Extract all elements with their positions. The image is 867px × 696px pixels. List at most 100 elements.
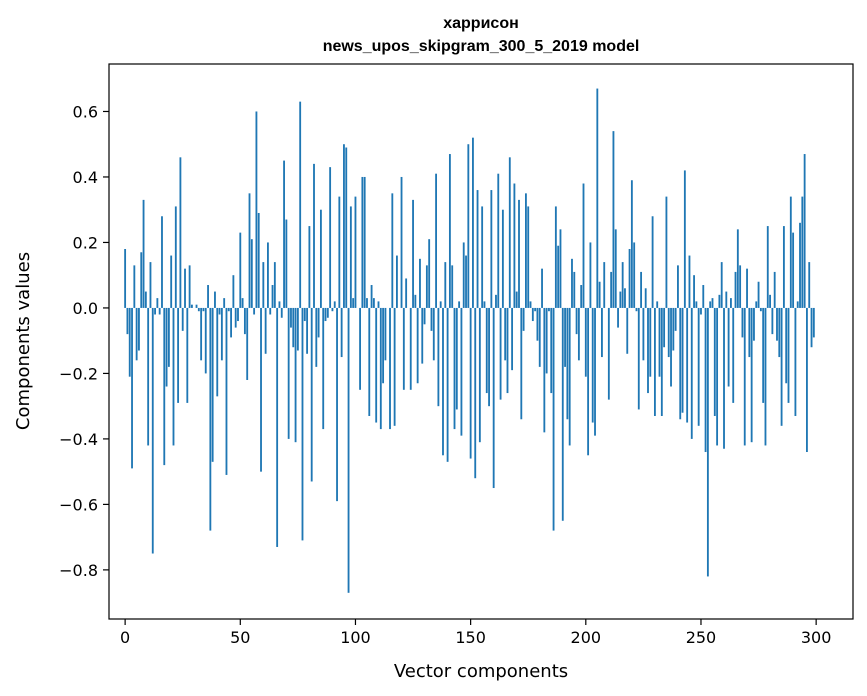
bar xyxy=(720,262,723,308)
bar xyxy=(271,285,274,308)
bar xyxy=(313,163,315,308)
bar xyxy=(757,281,760,308)
bar xyxy=(801,196,804,308)
bar xyxy=(366,298,368,308)
bar xyxy=(227,307,230,312)
bar xyxy=(683,170,686,308)
bar xyxy=(806,307,808,453)
bar xyxy=(368,307,371,416)
bar xyxy=(769,294,771,308)
bar xyxy=(550,307,553,394)
bar xyxy=(589,242,592,308)
bar xyxy=(617,307,619,328)
bar xyxy=(776,307,778,341)
bar xyxy=(792,232,795,308)
bar xyxy=(545,307,548,374)
bar xyxy=(382,307,385,384)
bar xyxy=(419,258,421,308)
bar xyxy=(315,307,318,367)
bar xyxy=(541,268,543,308)
bar xyxy=(780,307,783,426)
bar xyxy=(663,307,666,348)
y-tick-label: 0.6 xyxy=(73,102,98,121)
bar xyxy=(439,301,442,308)
bar xyxy=(746,268,748,308)
bar xyxy=(679,307,682,420)
bar xyxy=(483,301,486,308)
bar xyxy=(299,101,302,308)
bar xyxy=(179,157,182,308)
bar xyxy=(660,307,663,416)
bar xyxy=(741,307,744,338)
bar xyxy=(713,307,716,416)
bar xyxy=(211,307,214,462)
bar xyxy=(520,307,523,420)
bar xyxy=(538,307,541,367)
y-axis-label: Components values xyxy=(13,252,34,430)
bar xyxy=(345,147,348,308)
bar xyxy=(161,216,163,308)
bar xyxy=(250,239,253,308)
bar xyxy=(612,131,615,308)
bar xyxy=(126,307,129,335)
bar xyxy=(681,307,684,413)
bar xyxy=(764,307,767,446)
bar xyxy=(527,206,530,308)
bar xyxy=(598,281,601,308)
bar xyxy=(759,307,762,312)
bar xyxy=(750,307,753,443)
bar xyxy=(771,307,774,335)
bar xyxy=(469,307,472,459)
bar xyxy=(156,298,159,308)
bar xyxy=(647,307,649,394)
x-tick-label: 50 xyxy=(230,628,250,647)
bar xyxy=(347,307,350,593)
bar xyxy=(409,307,412,390)
bar xyxy=(725,291,728,308)
bar xyxy=(255,111,258,308)
bar xyxy=(207,285,209,308)
bar xyxy=(566,307,569,420)
bar xyxy=(216,307,219,397)
bar xyxy=(522,307,525,331)
bar xyxy=(278,301,281,308)
bar xyxy=(803,154,806,308)
bar xyxy=(135,307,138,361)
bar xyxy=(370,285,373,308)
bar xyxy=(158,307,161,315)
bar xyxy=(232,275,235,308)
bar xyxy=(651,216,654,308)
bar xyxy=(796,301,799,308)
bar xyxy=(511,307,514,371)
bar xyxy=(333,301,336,308)
bar xyxy=(688,255,691,308)
bar xyxy=(577,307,580,361)
bar xyxy=(548,307,550,312)
bar xyxy=(531,307,534,322)
bar xyxy=(667,307,670,358)
bar xyxy=(649,307,652,377)
bar xyxy=(718,294,721,308)
bar xyxy=(704,307,707,453)
bar xyxy=(128,307,131,377)
bar xyxy=(200,307,203,361)
bar xyxy=(389,307,391,430)
bar xyxy=(191,304,193,308)
bar xyxy=(303,307,306,322)
bar xyxy=(730,298,732,308)
bar xyxy=(294,307,297,443)
bar xyxy=(677,265,679,308)
bar xyxy=(177,307,180,403)
bar xyxy=(529,301,532,308)
bar xyxy=(573,271,576,308)
bar xyxy=(665,196,668,308)
bar xyxy=(485,307,488,394)
bar xyxy=(785,307,788,384)
bar xyxy=(755,301,758,308)
plot-frame xyxy=(108,63,854,620)
bar xyxy=(319,209,322,308)
bar xyxy=(186,307,189,403)
bar xyxy=(423,307,426,325)
bar xyxy=(163,307,166,466)
bar xyxy=(658,307,661,377)
